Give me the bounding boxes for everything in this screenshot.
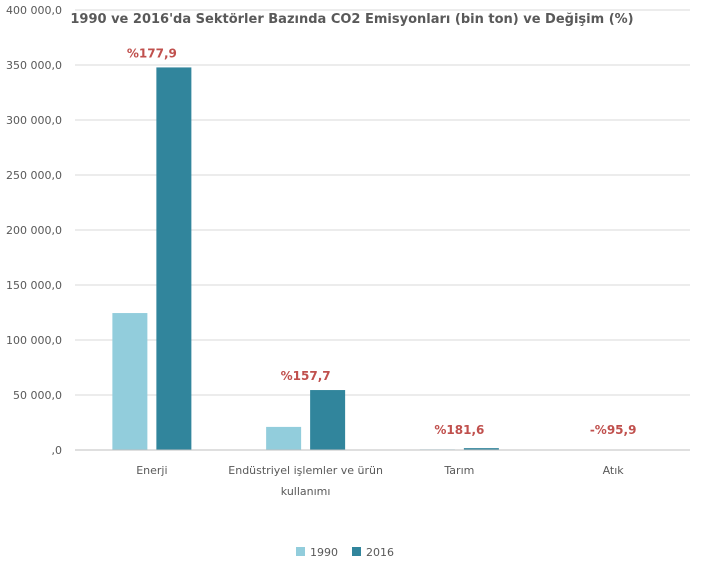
change-annotations: %177,9 %157,7 %181,6 -%95,9 (127, 46, 637, 437)
change-annotation: -%95,9 (590, 423, 637, 437)
y-tick-label: ,0 (52, 444, 63, 457)
legend-swatch-2016 (352, 547, 361, 556)
y-tick-label: 100 000,0 (6, 334, 62, 347)
bars (112, 67, 499, 451)
y-tick-label: 250 000,0 (6, 169, 62, 182)
y-tick-label: 200 000,0 (6, 224, 62, 237)
bar-2016-2 (310, 390, 346, 450)
legend-label-2016: 2016 (366, 546, 394, 559)
y-tick-label: 50 000,0 (13, 389, 62, 402)
x-axis-categories: Enerji Endüstriyel işlemler ve ürün kullan… (136, 464, 624, 498)
y-axis-ticks: ,0 50 000,0 100 000,0 150 000,0 200 000,0 250… (6, 4, 62, 457)
category-label: Endüstriyel işlemler ve ürün kullanımı (228, 464, 383, 498)
bar-1990-2 (266, 426, 302, 450)
category-label-line: kullanımı (281, 485, 331, 498)
chart-title: 1990 ve 2016'da Sektörler Bazında CO2 Em… (70, 12, 633, 27)
bar-2016-1 (156, 67, 192, 451)
change-annotation: %157,7 (281, 369, 331, 383)
category-label: Tarım (443, 464, 474, 477)
y-tick-label: 350 000,0 (6, 59, 62, 72)
legend-swatch-1990 (296, 547, 305, 556)
category-label: Enerji (136, 464, 167, 477)
category-label: Atık (603, 464, 625, 477)
change-annotation: %177,9 (127, 46, 177, 60)
bar-2016-3 (463, 448, 499, 450)
bar-1990-1 (112, 313, 148, 450)
legend-label-1990: 1990 (310, 546, 338, 559)
category-label-line: Atık (603, 464, 625, 477)
y-tick-label: 300 000,0 (6, 114, 62, 127)
legend: 1990 2016 (296, 546, 394, 559)
change-annotation: %181,6 (434, 423, 484, 437)
category-label-line: Enerji (136, 464, 167, 477)
category-label-line: Endüstriyel işlemler ve ürün (228, 464, 383, 477)
y-tick-label: 400 000,0 (6, 4, 62, 17)
category-label-line: Tarım (443, 464, 474, 477)
y-tick-label: 150 000,0 (6, 279, 62, 292)
